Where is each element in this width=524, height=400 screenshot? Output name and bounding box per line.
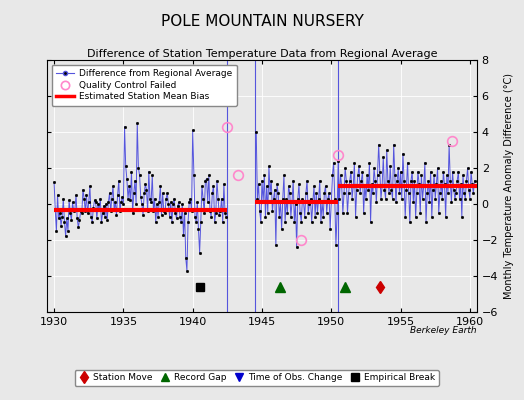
Y-axis label: Monthly Temperature Anomaly Difference (°C): Monthly Temperature Anomaly Difference (…	[504, 73, 514, 299]
Legend: Station Move, Record Gap, Time of Obs. Change, Empirical Break: Station Move, Record Gap, Time of Obs. C…	[75, 370, 439, 386]
Text: Berkeley Earth: Berkeley Earth	[410, 326, 477, 335]
Title: Difference of Station Temperature Data from Regional Average: Difference of Station Temperature Data f…	[87, 49, 437, 59]
Text: POLE MOUNTAIN NURSERY: POLE MOUNTAIN NURSERY	[160, 14, 364, 29]
Legend: Difference from Regional Average, Quality Control Failed, Estimated Station Mean: Difference from Regional Average, Qualit…	[52, 64, 236, 106]
